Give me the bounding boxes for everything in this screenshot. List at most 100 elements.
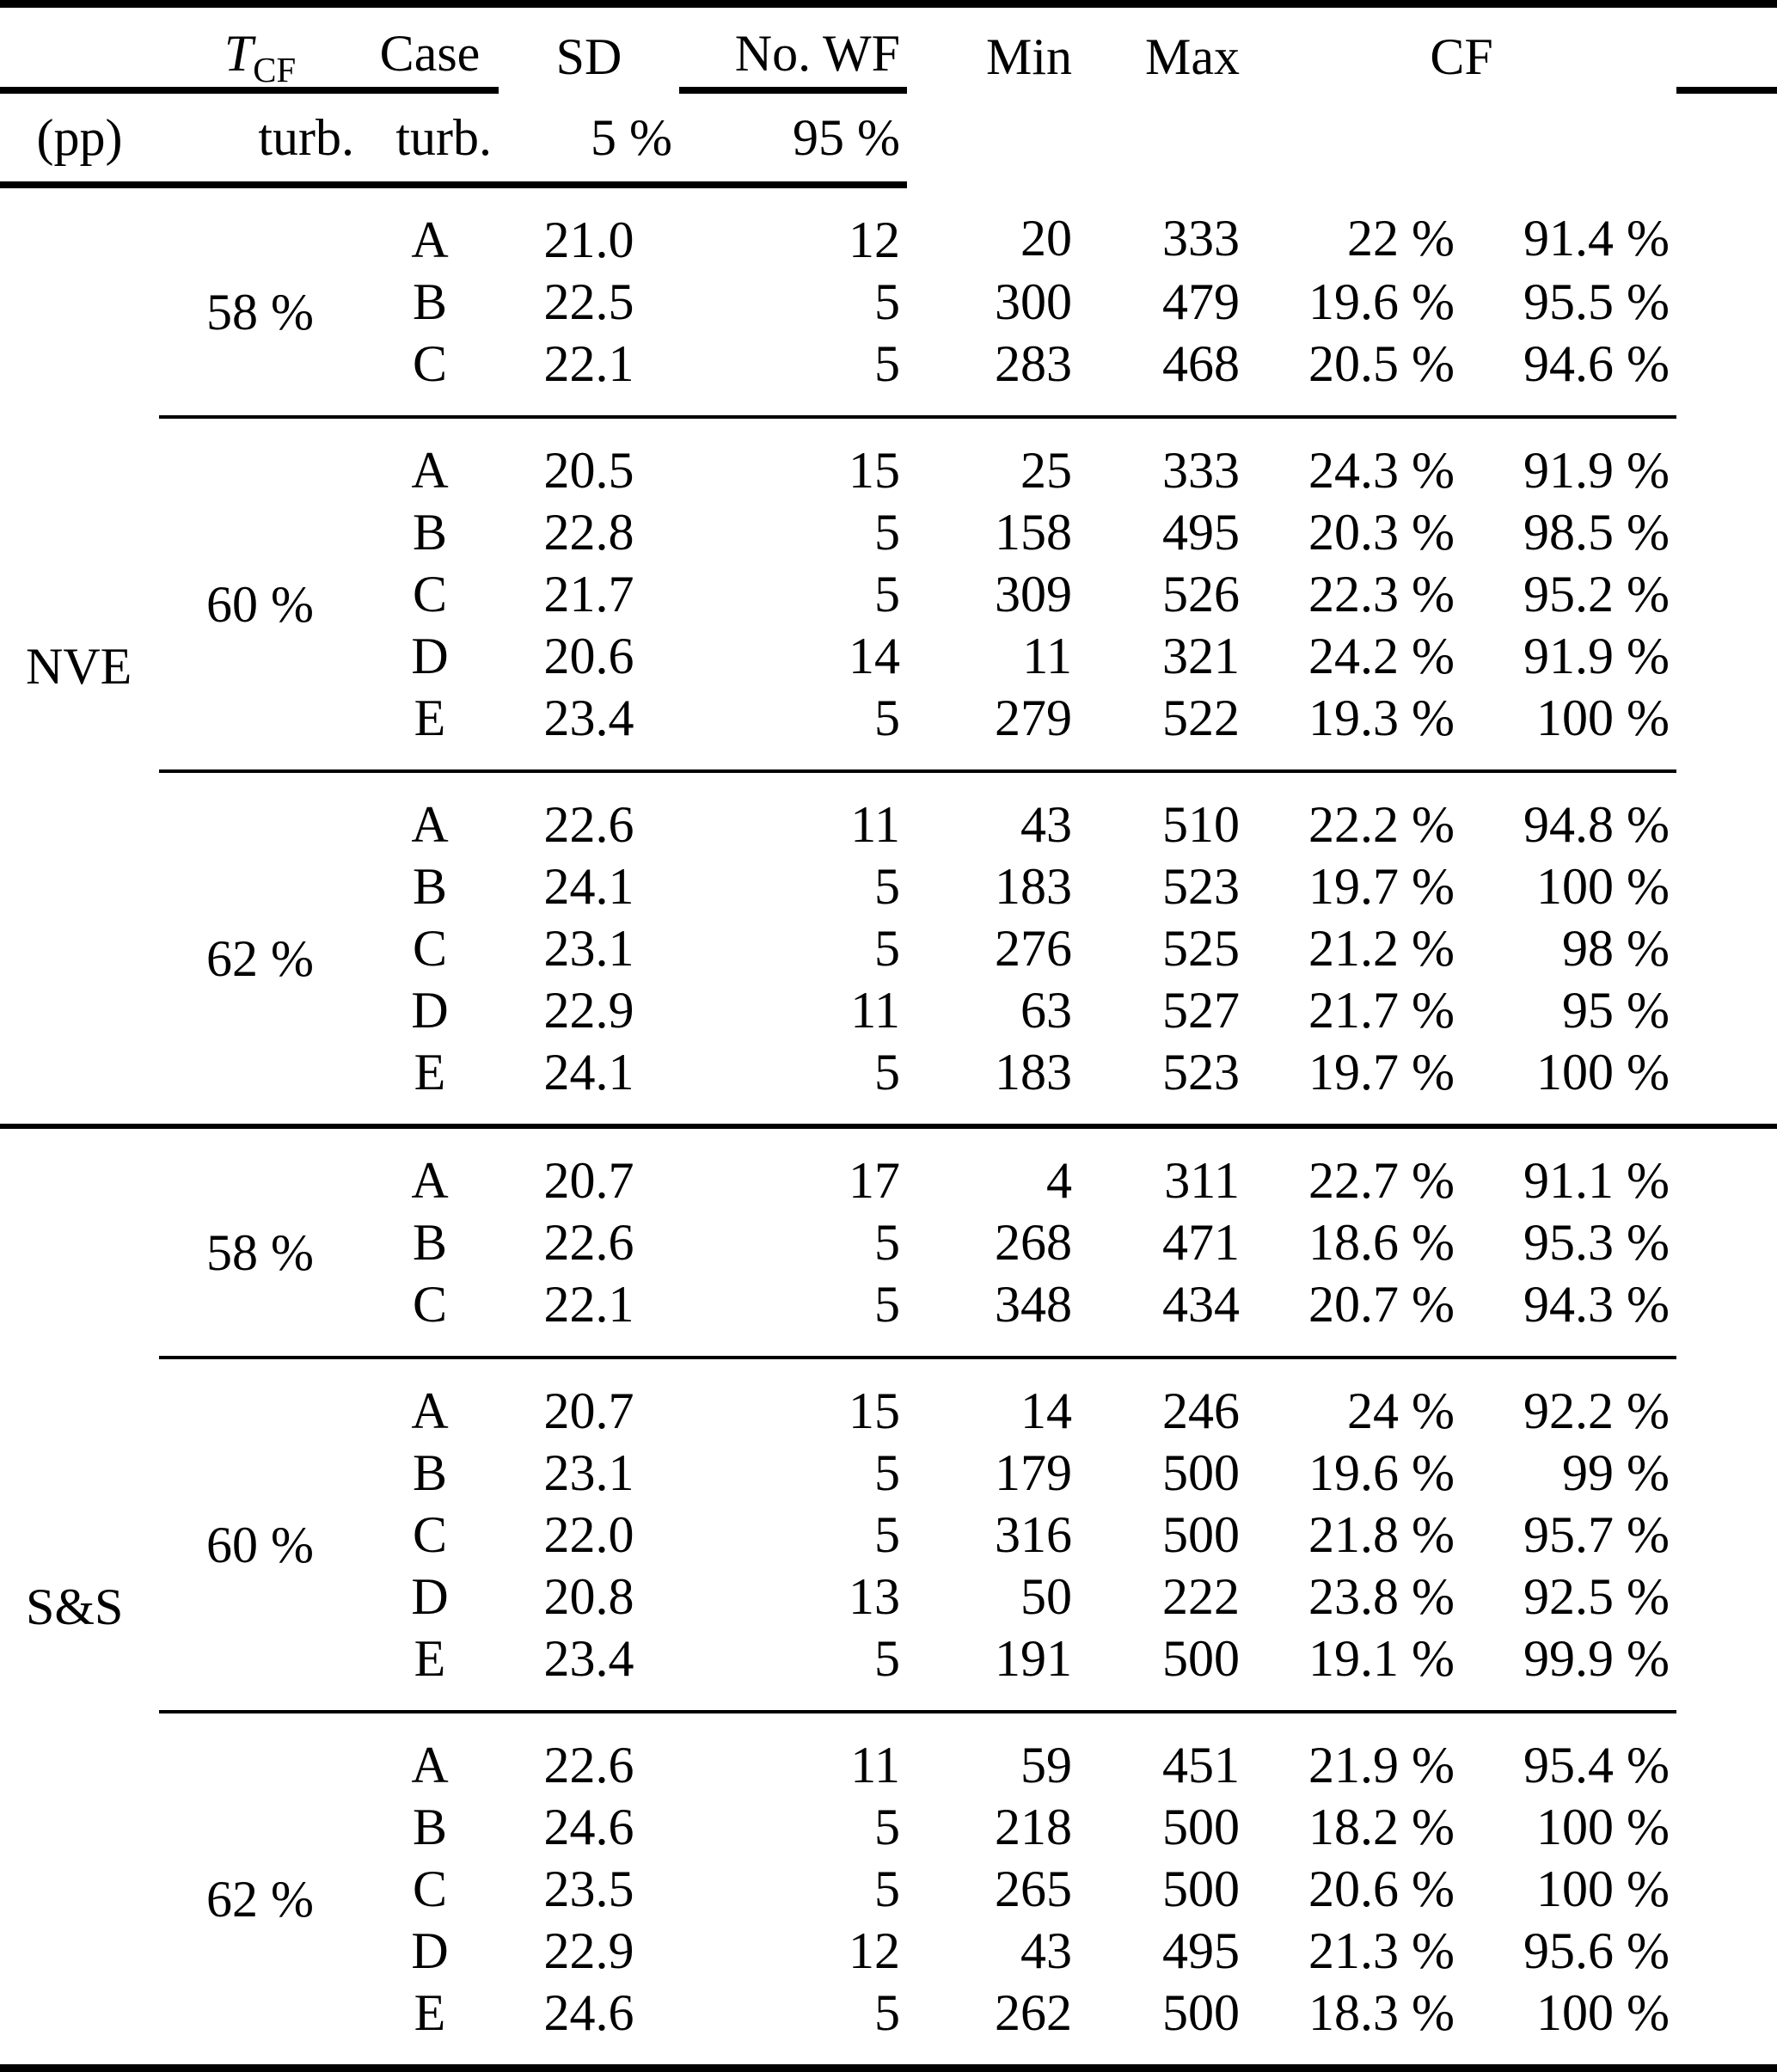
cf5-cell: 22.7 % bbox=[1247, 1124, 1461, 1211]
no-wf-cell: 5 bbox=[874, 1629, 900, 1687]
cf95-cell: 100 % bbox=[1536, 1860, 1670, 1917]
cf95-cell: 95 % bbox=[1562, 981, 1670, 1039]
col-header-max-turb: turb. bbox=[361, 90, 499, 188]
col-header-cf: CF bbox=[1430, 28, 1493, 85]
cf5-cell: 22.3 % bbox=[1308, 565, 1455, 622]
max-turb-cell: 495 bbox=[1162, 1922, 1240, 1979]
case-cell: D bbox=[411, 1567, 449, 1625]
sd-cell: 24.6 bbox=[543, 1983, 634, 2041]
cf5-cell: 21.8 % bbox=[1308, 1505, 1455, 1563]
min-turb-cell: 276 bbox=[995, 919, 1072, 977]
case-cell: D bbox=[411, 1922, 449, 1979]
cf5-cell: 21.7 % bbox=[1308, 981, 1455, 1039]
table-row: S&S 58 % A 20.7 17 4 311 22.7 % 91.1 % bbox=[0, 1124, 1777, 2069]
cf5-cell: 21.9 % bbox=[1247, 1710, 1461, 1796]
no-wf-cell: 13 bbox=[849, 1567, 900, 1625]
no-wf-cell: 5 bbox=[874, 1043, 900, 1100]
cf5-cell: 18.2 % bbox=[1308, 1798, 1455, 1855]
tcf-value: 60 % bbox=[159, 1356, 361, 1712]
max-turb-cell: 222 bbox=[1162, 1567, 1240, 1625]
cf95-cell: 94.3 % bbox=[1523, 1275, 1670, 1333]
max-turb-cell: 500 bbox=[1162, 1860, 1240, 1917]
col-header-cf95: 95 % bbox=[679, 90, 907, 188]
cf95-cell: 98.5 % bbox=[1523, 503, 1670, 561]
min-turb-cell: 316 bbox=[995, 1505, 1072, 1563]
case-cell: D bbox=[411, 981, 449, 1039]
no-wf-cell: 5 bbox=[874, 1798, 900, 1855]
cf95-cell: 98 % bbox=[1562, 919, 1670, 977]
no-wf-cell: 5 bbox=[874, 1505, 900, 1563]
min-turb-cell: 268 bbox=[995, 1213, 1072, 1271]
cf5-cell: 19.7 % bbox=[1308, 1043, 1455, 1100]
min-turb-cell: 283 bbox=[995, 334, 1072, 392]
max-turb-cell: 522 bbox=[1162, 689, 1240, 746]
max-turb-cell: 246 bbox=[1079, 1356, 1247, 1442]
tcf-value: 62 % bbox=[159, 769, 361, 1126]
case-cell: B bbox=[412, 1213, 448, 1271]
min-turb-cell: 262 bbox=[995, 1983, 1072, 2041]
table-row: C 22.1 5 348 434 20.7 % 94.3 % bbox=[0, 1273, 1777, 1358]
cf95-cell: 99 % bbox=[1562, 1444, 1670, 1501]
table-row: 62 % A 22.6 11 59 451 21.9 % 95.4 % bbox=[0, 1710, 1777, 2069]
no-wf-cell: 12 bbox=[849, 211, 900, 268]
tcf-value: 62 % bbox=[159, 1710, 361, 2069]
max-turb-cell: 333 bbox=[1079, 415, 1247, 501]
case-cell: E bbox=[414, 1629, 446, 1687]
sd-cell: 23.4 bbox=[543, 1629, 634, 1687]
cf95-cell: 92.5 % bbox=[1523, 1567, 1670, 1625]
sd-cell: 22.6 bbox=[499, 769, 679, 855]
no-wf-cell: 17 bbox=[679, 1124, 907, 1211]
min-turb-cell: 300 bbox=[995, 273, 1072, 330]
table-row: B 22.8 5 158 495 20.3 % 98.5 % bbox=[0, 501, 1777, 563]
sd-cell: 21.0 bbox=[543, 211, 634, 268]
max-turb-cell: 500 bbox=[1162, 1983, 1240, 2041]
header-row-top: TCF Case SD No. WF Min Max CF bbox=[0, 3, 1777, 94]
table-row: B 24.6 5 218 500 18.2 % 100 % bbox=[0, 1796, 1777, 1858]
sd-cell: 24.1 bbox=[543, 1043, 634, 1100]
cf5-cell: 22.2 % bbox=[1247, 769, 1461, 855]
max-turb-cell: 523 bbox=[1162, 857, 1240, 915]
case-cell: C bbox=[412, 1275, 448, 1333]
min-turb-cell: 59 bbox=[907, 1710, 1079, 1796]
sd-cell: 22.6 bbox=[499, 1710, 679, 1796]
cf95-cell: 91.1 % bbox=[1461, 1124, 1677, 1211]
min-turb-cell: 279 bbox=[995, 689, 1072, 746]
max-turb-cell: 434 bbox=[1162, 1275, 1240, 1333]
no-wf-cell: 5 bbox=[874, 689, 900, 746]
cf95-cell: 95.5 % bbox=[1523, 273, 1670, 330]
cf95-cell: 91.9 % bbox=[1523, 627, 1670, 684]
cf5-cell: 20.7 % bbox=[1308, 1275, 1455, 1333]
min-turb-cell: 43 bbox=[1020, 1922, 1072, 1979]
table-row: D 20.8 13 50 222 23.8 % 92.5 % bbox=[0, 1566, 1777, 1628]
no-wf-cell: 5 bbox=[874, 1444, 900, 1501]
no-wf-cell: 5 bbox=[874, 1275, 900, 1333]
table-row: 60 % A 20.5 15 25 333 24.3 % 91.9 % bbox=[0, 415, 1777, 771]
sd-cell: 22.6 bbox=[543, 1213, 634, 1271]
max-turb-cell: 471 bbox=[1162, 1213, 1240, 1271]
col-header-case: Case bbox=[361, 3, 499, 94]
sd-cell: 23.1 bbox=[543, 1444, 634, 1501]
table-row: E 23.4 5 191 500 19.1 % 99.9 % bbox=[0, 1628, 1777, 1712]
case-cell: D bbox=[411, 627, 449, 684]
case-cell: A bbox=[411, 211, 449, 268]
tcf-subscript: CF bbox=[253, 51, 297, 89]
case-cell: B bbox=[412, 273, 448, 330]
cf95-cell: 99.9 % bbox=[1523, 1629, 1670, 1687]
min-turb-cell: 309 bbox=[995, 565, 1072, 622]
no-wf-cell: 5 bbox=[874, 565, 900, 622]
col-header-sd-unit: (pp) bbox=[0, 90, 159, 188]
col-header-min-turb: turb. bbox=[159, 90, 361, 188]
tcf-value: 60 % bbox=[159, 415, 361, 771]
cf5-cell: 21.2 % bbox=[1308, 919, 1455, 977]
cf5-cell: 20.5 % bbox=[1308, 334, 1455, 392]
cf5-cell: 20.6 % bbox=[1308, 1860, 1455, 1917]
header-row-bottom: (pp) turb. turb. 5 % 95 % bbox=[0, 90, 1777, 188]
table-row: C 23.1 5 276 525 21.2 % 98 % bbox=[0, 917, 1777, 979]
case-cell: A bbox=[361, 1710, 499, 1796]
table-row: B 22.6 5 268 471 18.6 % 95.3 % bbox=[0, 1211, 1777, 1273]
group-label-nve: NVE bbox=[26, 637, 132, 695]
max-turb-cell: 500 bbox=[1162, 1444, 1240, 1501]
no-wf-cell: 11 bbox=[679, 1710, 907, 1796]
header-group-spacer bbox=[0, 3, 159, 94]
cf5-cell: 19.3 % bbox=[1308, 689, 1455, 746]
